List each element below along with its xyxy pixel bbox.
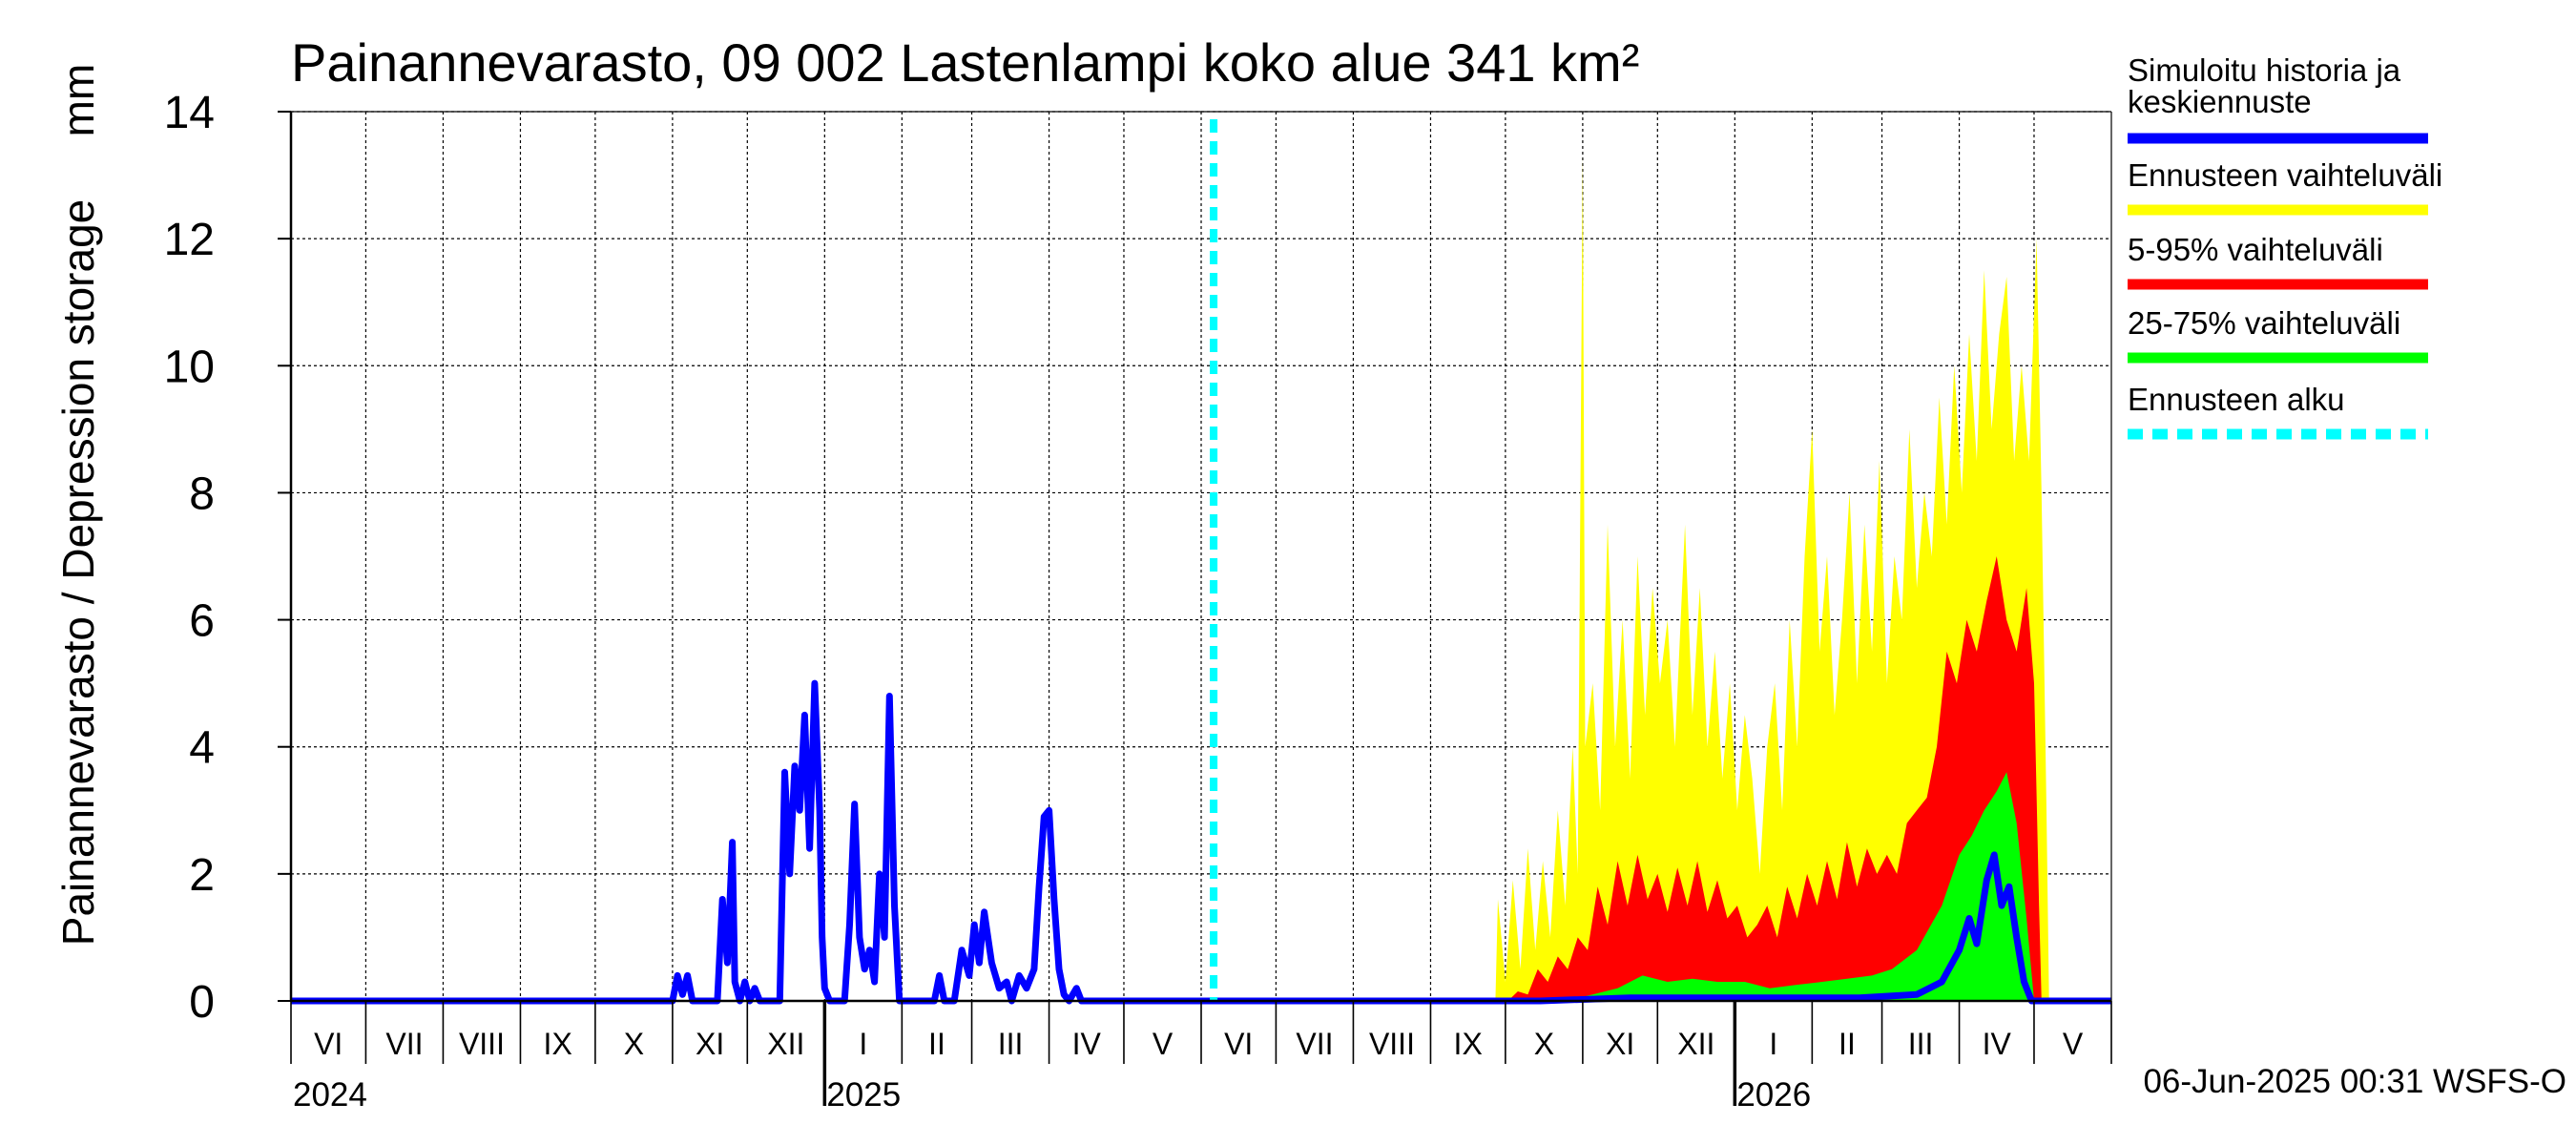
x-year-label: 2026 bbox=[1736, 1076, 1811, 1114]
x-month-label: I bbox=[1769, 1027, 1777, 1061]
y-axis-unit: mm bbox=[53, 64, 103, 137]
legend-label: Simuloitu historia ja keskiennuste bbox=[2128, 52, 2401, 119]
y-tick-label: 6 bbox=[189, 596, 215, 647]
band-forecast-range bbox=[1495, 156, 2049, 1002]
x-month-label: IV bbox=[1983, 1027, 2012, 1061]
x-month-label: XI bbox=[696, 1027, 724, 1061]
x-year-label: 2025 bbox=[826, 1076, 901, 1114]
y-tick-label: 14 bbox=[164, 88, 215, 138]
x-month-label: IV bbox=[1072, 1027, 1102, 1061]
legend-label: Ennusteen alku bbox=[2128, 382, 2345, 417]
x-month-label: III bbox=[998, 1027, 1024, 1061]
y-tick-label: 4 bbox=[189, 723, 215, 774]
x-month-label: X bbox=[624, 1027, 644, 1061]
y-tick-label: 2 bbox=[189, 850, 215, 901]
legend-label: 25-75% vaihteluväli bbox=[2128, 305, 2400, 341]
x-month-label: V bbox=[1153, 1027, 1174, 1061]
y-axis-label: Painannevarasto / Depression storage bbox=[53, 199, 103, 946]
x-month-label: X bbox=[1534, 1027, 1554, 1061]
x-month-label: VI bbox=[1224, 1027, 1253, 1061]
series-line-simulated bbox=[291, 679, 2111, 1005]
x-month-label: V bbox=[2063, 1027, 2084, 1061]
legend: Simuloitu historia ja keskiennuste Ennuste… bbox=[2128, 52, 2442, 440]
forecast-bands bbox=[1495, 156, 2049, 1002]
series-lines bbox=[291, 119, 2111, 1005]
y-tick-label: 0 bbox=[189, 977, 215, 1028]
y-tick-label: 8 bbox=[189, 468, 215, 519]
x-year-label: 2024 bbox=[293, 1076, 367, 1114]
y-tick-label: 10 bbox=[164, 342, 215, 392]
x-month-label: VII bbox=[385, 1027, 423, 1061]
x-month-label: II bbox=[928, 1027, 945, 1061]
chart-title: Painannevarasto, 09 002 Lastenlampi koko… bbox=[291, 32, 1639, 93]
x-month-label: XII bbox=[767, 1027, 804, 1061]
x-month-label: III bbox=[1908, 1027, 1934, 1061]
band-p5-p95 bbox=[1507, 556, 2042, 1001]
x-month-label: XII bbox=[1677, 1027, 1714, 1061]
y-tick-label: 12 bbox=[164, 215, 215, 265]
legend-label: Ennusteen vaihteluväli bbox=[2128, 157, 2442, 193]
legend-label: 5-95% vaihteluväli bbox=[2128, 232, 2383, 267]
x-month-label: VI bbox=[314, 1027, 343, 1061]
x-month-label: IX bbox=[1454, 1027, 1483, 1061]
x-month-label: I bbox=[859, 1027, 867, 1061]
x-month-label: II bbox=[1839, 1027, 1856, 1061]
x-month-label: VIII bbox=[459, 1027, 505, 1061]
x-month-label: XI bbox=[1606, 1027, 1634, 1061]
footer-timestamp: 06-Jun-2025 00:31 WSFS-O bbox=[2143, 1063, 2566, 1100]
x-month-label: VIII bbox=[1369, 1027, 1415, 1061]
band-p25-p75 bbox=[1565, 772, 2034, 1001]
x-month-label: IX bbox=[544, 1027, 572, 1061]
x-month-label: VII bbox=[1296, 1027, 1333, 1061]
